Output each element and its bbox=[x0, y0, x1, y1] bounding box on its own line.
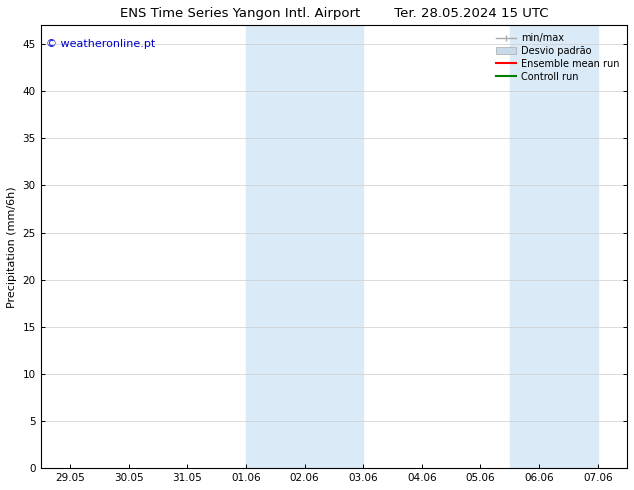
Bar bbox=[246, 25, 363, 468]
Title: ENS Time Series Yangon Intl. Airport        Ter. 28.05.2024 15 UTC: ENS Time Series Yangon Intl. Airport Ter… bbox=[120, 7, 548, 20]
Bar bbox=[510, 25, 598, 468]
Text: © weatheronline.pt: © weatheronline.pt bbox=[46, 39, 156, 49]
Y-axis label: Precipitation (mm/6h): Precipitation (mm/6h) bbox=[7, 186, 17, 308]
Legend: min/max, Desvio padrão, Ensemble mean run, Controll run: min/max, Desvio padrão, Ensemble mean ru… bbox=[493, 30, 622, 85]
